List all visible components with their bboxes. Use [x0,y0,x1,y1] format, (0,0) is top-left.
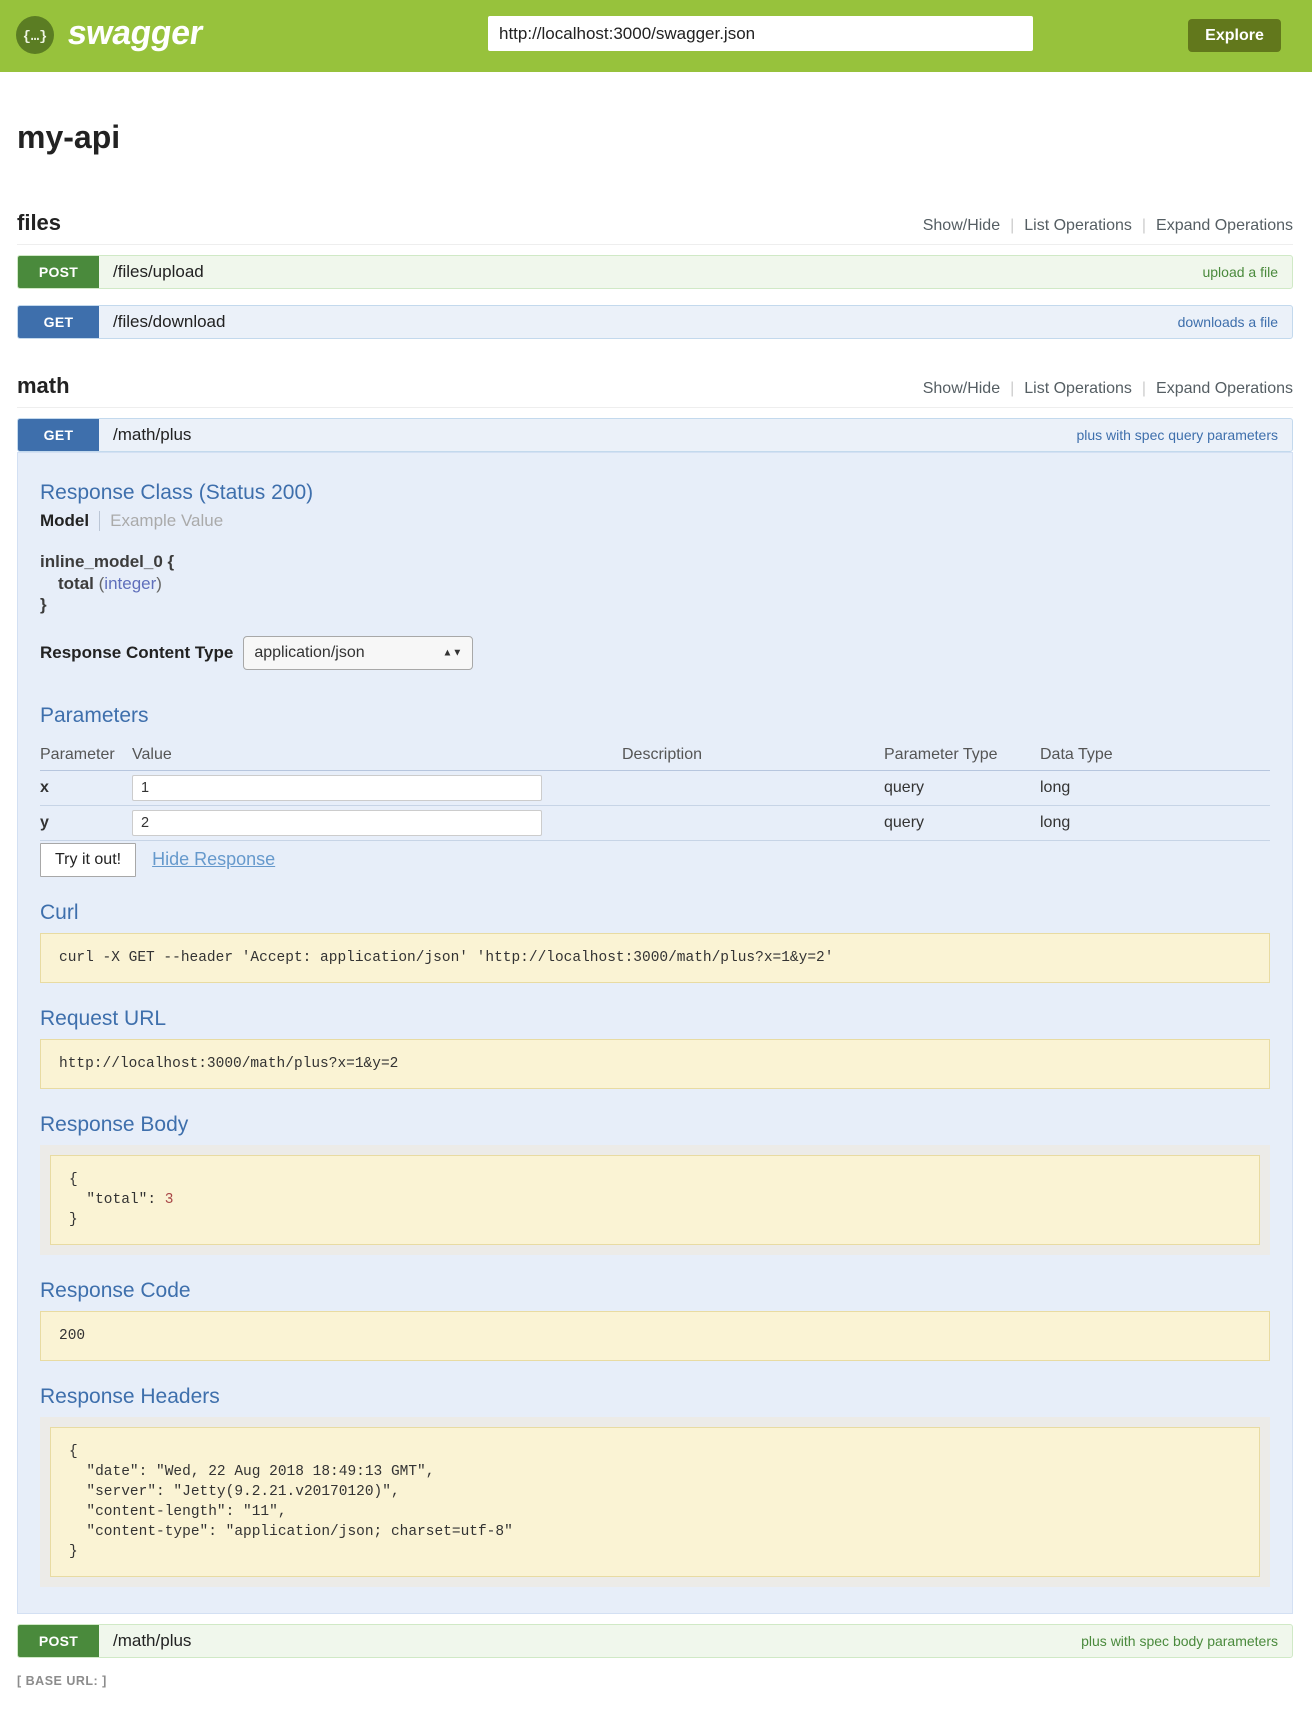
svg-text:{…}: {…} [23,29,48,45]
